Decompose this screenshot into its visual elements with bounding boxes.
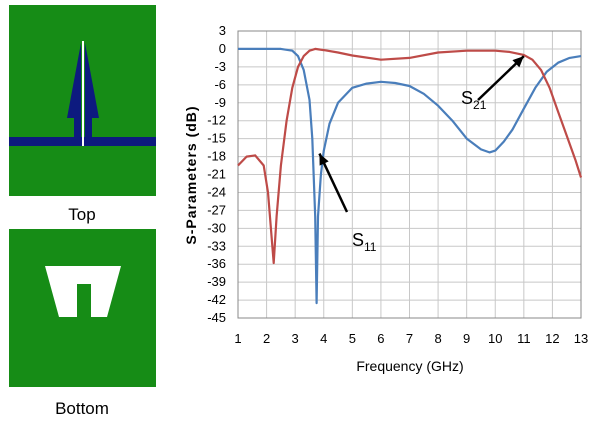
x-tick-label: 13 [574, 331, 588, 346]
y-tick-label: -21 [207, 167, 226, 182]
y-tick-label: -45 [207, 310, 226, 325]
annotations: S11 S21 [318, 55, 525, 254]
x-tick-labels: 1 2 3 4 5 6 7 8 9 10 11 12 13 [234, 331, 588, 346]
bottom-caption: Bottom [55, 399, 109, 418]
x-tick-label: 3 [292, 331, 299, 346]
x-tick-label: 8 [434, 331, 441, 346]
y-tick-label: -33 [207, 238, 226, 253]
x-tick-label: 1 [234, 331, 241, 346]
chart-grid [237, 30, 582, 319]
x-tick-label: 10 [488, 331, 502, 346]
annotation-s21: S21 [461, 88, 487, 112]
y-tick-label: -36 [207, 256, 226, 271]
annotation-arrow-head [319, 153, 329, 166]
y-tick-label: -30 [207, 220, 226, 235]
bottom-substrate [9, 229, 156, 387]
y-tick-label: -42 [207, 292, 226, 307]
y-tick-label: -15 [207, 131, 226, 146]
top-caption: Top [68, 205, 96, 224]
y-tick-label: 0 [219, 41, 226, 56]
x-axis-label: Frequency (GHz) [356, 358, 463, 374]
arrow-head-right [85, 43, 99, 118]
series-line-s21 [237, 47, 583, 265]
y-tick-label: -3 [214, 59, 226, 74]
x-tick-label: 7 [406, 331, 413, 346]
x-tick-label: 4 [320, 331, 327, 346]
y-tick-label: -27 [207, 202, 226, 217]
x-tick-label: 11 [517, 331, 531, 346]
y-tick-label: 3 [219, 23, 226, 38]
top-view-panel [9, 5, 156, 196]
y-tick-label: -12 [207, 113, 226, 128]
x-tick-label: 6 [377, 331, 384, 346]
y-axis-label: S-Parameters (dB) [183, 105, 199, 244]
series-line-s11 [238, 47, 582, 305]
x-tick-label: 9 [463, 331, 470, 346]
y-tick-labels: 3 0 -3 -6 -9 -12 -15 -18 -21 -24 -27 -30 -33 -36 -39 -4… [207, 23, 226, 325]
annotation-s11: S11 [352, 230, 377, 254]
annotation-arrow-head [512, 56, 524, 68]
y-tick-label: -39 [207, 274, 226, 289]
x-tick-label: 2 [263, 331, 270, 346]
y-tick-label: -6 [214, 77, 226, 92]
ground-slot [45, 266, 121, 317]
y-tick-label: -18 [207, 149, 226, 164]
arrow-head-left [67, 43, 81, 118]
series-lines [237, 47, 583, 305]
bottom-view-panel [9, 229, 156, 387]
y-tick-label: -24 [207, 184, 226, 199]
x-tick-label: 12 [545, 331, 559, 346]
y-tick-label: -9 [214, 95, 226, 110]
x-tick-label: 5 [349, 331, 356, 346]
